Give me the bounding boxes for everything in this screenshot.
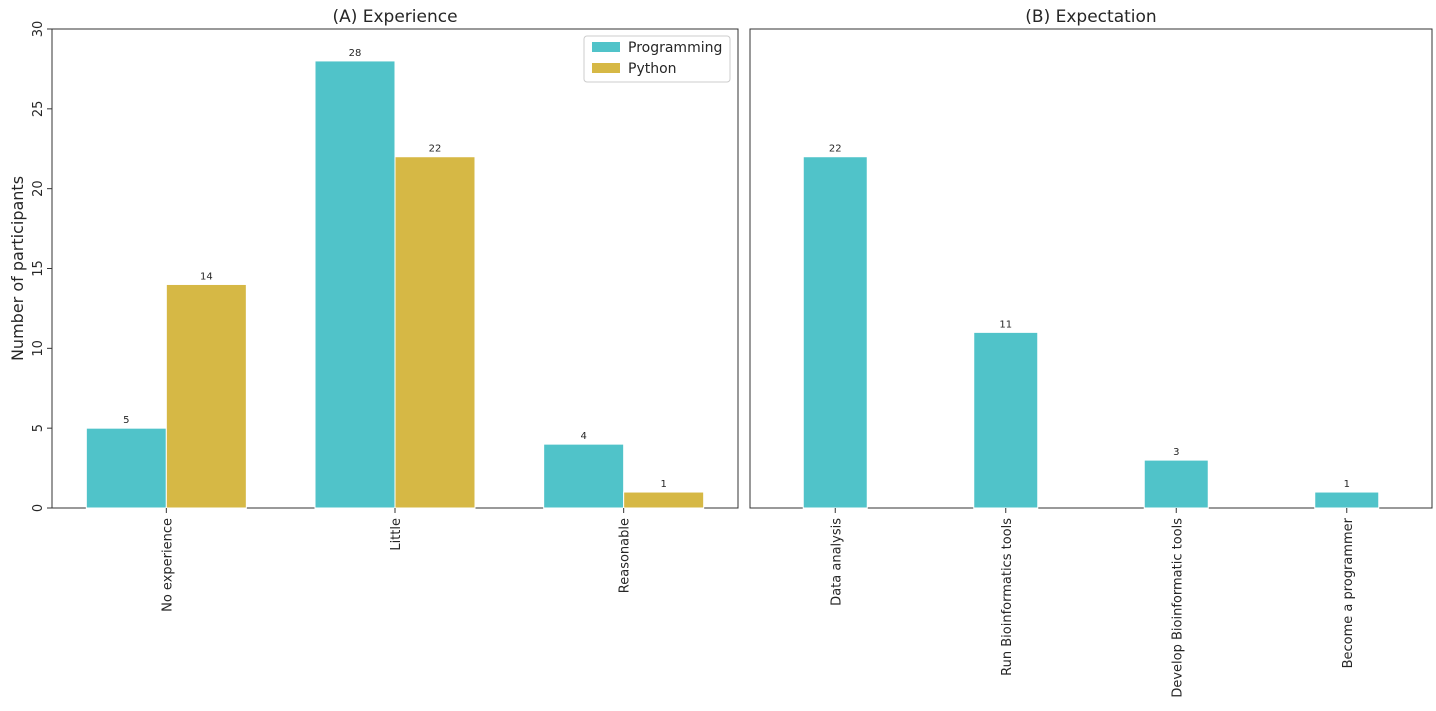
x-tick-label: Little xyxy=(389,518,404,551)
y-tick-label: 15 xyxy=(31,260,46,277)
bar-value-label: 28 xyxy=(349,48,362,59)
x-tick-label: Become a programmer xyxy=(1341,517,1356,668)
bar-value-label: 5 xyxy=(123,415,129,426)
bar-value-label: 22 xyxy=(429,144,442,155)
legend-label: Python xyxy=(628,61,677,77)
bar-programming-2 xyxy=(543,443,625,509)
bar-python-0 xyxy=(165,283,247,509)
legend-label: Programming xyxy=(628,40,722,56)
bar-value-label: 3 xyxy=(1173,447,1179,458)
y-axis-label: Number of participants xyxy=(8,176,27,361)
bar-value-label: 4 xyxy=(580,431,586,442)
bar-value-label: 1 xyxy=(660,479,666,490)
bar-series-3 xyxy=(1314,491,1380,509)
bar-programming-0 xyxy=(85,427,167,509)
chart-title: (A) Experience xyxy=(332,7,457,27)
y-tick-label: 5 xyxy=(31,424,46,432)
x-tick-label: No experience xyxy=(160,518,175,612)
x-tick-label: Run Bioinformatics tools xyxy=(1000,518,1015,676)
panel-a-experience: (A) Experience Number of participants 0 5 10… xyxy=(8,7,739,612)
bar-python-2 xyxy=(623,491,705,509)
bar-python-1 xyxy=(394,156,476,509)
legend-box xyxy=(583,35,731,83)
bar-programming-1 xyxy=(314,60,396,509)
y-tick-label: 20 xyxy=(31,180,46,197)
bar-value-label: 1 xyxy=(1344,479,1350,490)
x-tick-label: Data analysis xyxy=(829,518,844,606)
legend-swatch-python xyxy=(592,63,620,73)
chart-title: (B) Expectation xyxy=(1025,7,1156,27)
bar-series-1 xyxy=(973,331,1039,509)
x-tick-label: Reasonable xyxy=(618,518,633,593)
y-tick-label: 0 xyxy=(31,504,46,512)
bar-series-0 xyxy=(802,156,868,509)
y-tick-label: 25 xyxy=(31,101,46,118)
plot-frame xyxy=(749,28,1433,509)
panel-b-expectation: (B) Expectation 22 11 3 1 Data analysis Run Bi… xyxy=(749,7,1433,698)
bar-value-label: 14 xyxy=(200,271,213,282)
bar-value-label: 11 xyxy=(999,319,1012,330)
bar-value-label: 22 xyxy=(829,144,842,155)
bar-series-2 xyxy=(1143,459,1209,509)
y-tick-label: 30 xyxy=(31,21,46,38)
y-tick-label: 10 xyxy=(31,340,46,357)
x-tick-label: Develop Bioinformatic tools xyxy=(1170,518,1185,698)
legend-swatch-programming xyxy=(592,42,620,52)
